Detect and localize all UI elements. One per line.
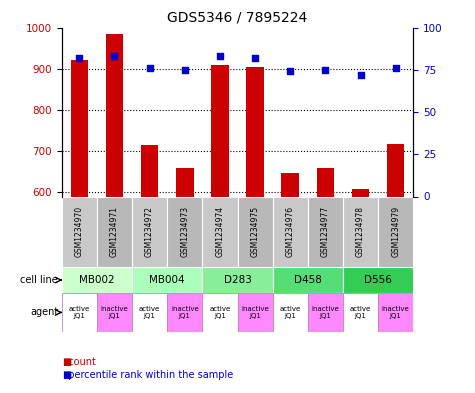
Bar bbox=[387, 144, 404, 196]
Bar bbox=[343, 267, 413, 293]
Point bbox=[76, 55, 83, 61]
Point bbox=[146, 65, 153, 71]
Bar bbox=[211, 64, 228, 196]
Bar bbox=[343, 196, 378, 267]
Bar bbox=[247, 67, 264, 196]
Text: count: count bbox=[62, 356, 95, 367]
Text: inactive
JQ1: inactive JQ1 bbox=[171, 306, 199, 319]
Text: active
JQ1: active JQ1 bbox=[69, 306, 90, 319]
Text: inactive
JQ1: inactive JQ1 bbox=[241, 306, 269, 319]
Text: GSM1234973: GSM1234973 bbox=[180, 206, 189, 257]
Text: GSM1234970: GSM1234970 bbox=[75, 206, 84, 257]
Bar bbox=[343, 293, 378, 332]
Text: GSM1234971: GSM1234971 bbox=[110, 206, 119, 257]
Text: D283: D283 bbox=[224, 275, 251, 285]
Text: inactive
JQ1: inactive JQ1 bbox=[382, 306, 409, 319]
Text: GSM1234978: GSM1234978 bbox=[356, 206, 365, 257]
Bar bbox=[273, 196, 308, 267]
Text: agent: agent bbox=[30, 307, 58, 318]
Title: GDS5346 / 7895224: GDS5346 / 7895224 bbox=[167, 11, 308, 25]
Bar bbox=[273, 267, 343, 293]
Bar bbox=[167, 293, 202, 332]
Text: GSM1234976: GSM1234976 bbox=[286, 206, 294, 257]
Bar bbox=[141, 145, 158, 196]
Bar bbox=[132, 196, 167, 267]
Point bbox=[322, 66, 329, 73]
Bar bbox=[202, 196, 238, 267]
Text: D556: D556 bbox=[364, 275, 392, 285]
Bar bbox=[378, 196, 413, 267]
Bar bbox=[71, 61, 88, 196]
Text: active
JQ1: active JQ1 bbox=[350, 306, 371, 319]
Text: inactive
JQ1: inactive JQ1 bbox=[312, 306, 339, 319]
Text: ■: ■ bbox=[62, 370, 71, 380]
Point bbox=[251, 55, 259, 61]
Bar bbox=[378, 293, 413, 332]
Bar bbox=[281, 173, 299, 196]
Point bbox=[181, 66, 189, 73]
Text: MB004: MB004 bbox=[149, 275, 185, 285]
Text: GSM1234979: GSM1234979 bbox=[391, 206, 400, 257]
Point bbox=[392, 65, 399, 71]
Text: D458: D458 bbox=[294, 275, 322, 285]
Bar bbox=[238, 293, 273, 332]
Text: active
JQ1: active JQ1 bbox=[139, 306, 160, 319]
Text: GSM1234977: GSM1234977 bbox=[321, 206, 330, 257]
Bar bbox=[308, 196, 343, 267]
Text: active
JQ1: active JQ1 bbox=[280, 306, 301, 319]
Bar bbox=[316, 169, 334, 196]
Bar bbox=[308, 293, 343, 332]
Bar bbox=[238, 196, 273, 267]
Point bbox=[111, 53, 118, 59]
Bar bbox=[202, 267, 273, 293]
Bar bbox=[105, 34, 124, 197]
Bar bbox=[132, 267, 202, 293]
Text: percentile rank within the sample: percentile rank within the sample bbox=[62, 370, 233, 380]
Bar bbox=[62, 293, 97, 332]
Bar bbox=[97, 196, 132, 267]
Bar bbox=[62, 267, 132, 293]
Bar bbox=[176, 168, 194, 196]
Bar bbox=[97, 293, 132, 332]
Text: active
JQ1: active JQ1 bbox=[209, 306, 230, 319]
Text: GSM1234975: GSM1234975 bbox=[251, 206, 259, 257]
Point bbox=[286, 68, 294, 75]
Bar bbox=[167, 196, 202, 267]
Bar bbox=[352, 189, 369, 196]
Text: cell line: cell line bbox=[20, 275, 58, 285]
Text: MB002: MB002 bbox=[79, 275, 115, 285]
Text: GSM1234974: GSM1234974 bbox=[216, 206, 224, 257]
Bar bbox=[62, 196, 97, 267]
Text: GSM1234972: GSM1234972 bbox=[145, 206, 154, 257]
Bar bbox=[132, 293, 167, 332]
Text: ■: ■ bbox=[62, 356, 71, 367]
Bar bbox=[273, 293, 308, 332]
Point bbox=[357, 72, 364, 78]
Bar bbox=[202, 293, 238, 332]
Point bbox=[216, 53, 224, 59]
Text: inactive
JQ1: inactive JQ1 bbox=[101, 306, 128, 319]
